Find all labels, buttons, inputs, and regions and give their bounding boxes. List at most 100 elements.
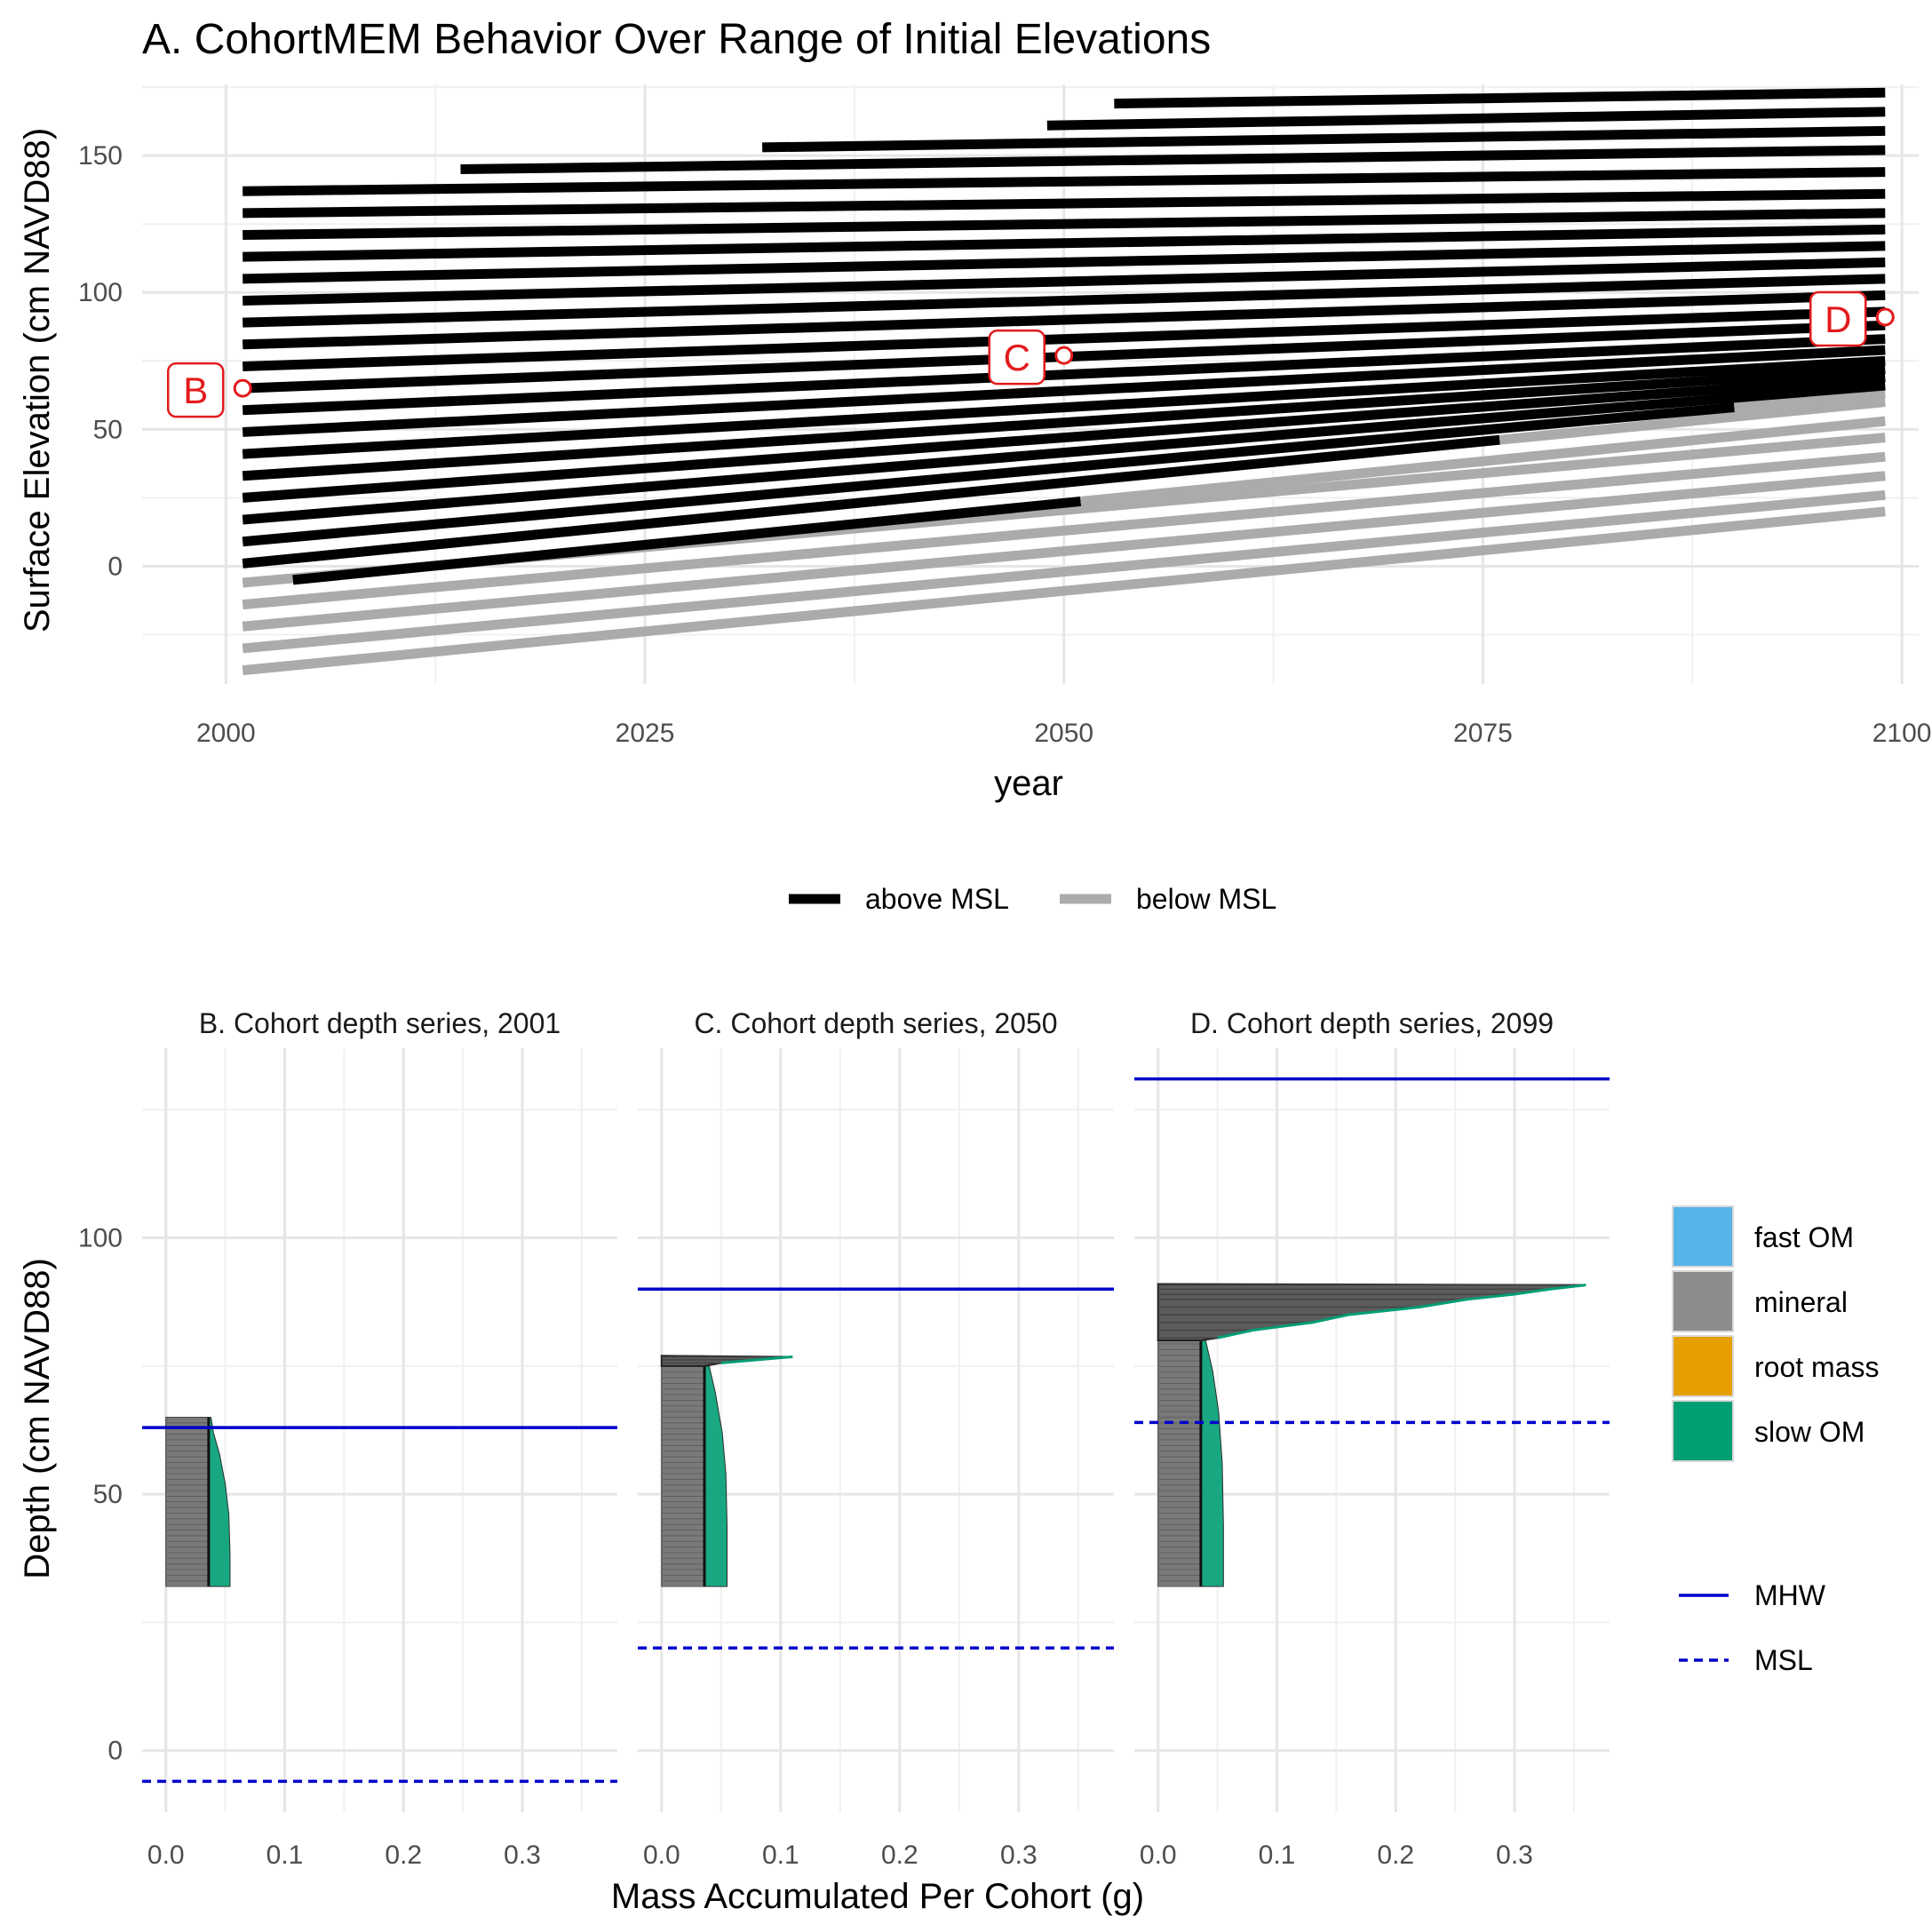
slow-om-edge: [720, 1355, 793, 1364]
x-tick-label: 2050: [1034, 719, 1093, 748]
y-tick-label: 150: [78, 141, 123, 171]
y-tick-label: 50: [93, 1480, 123, 1509]
x-tick-label: 0.3: [1000, 1841, 1038, 1870]
series-line-above: [242, 372, 1886, 503]
facet-y-axis-title: Depth (cm NAVD88): [18, 1258, 57, 1579]
annotation-marker: [1054, 346, 1074, 365]
series-line-below: [242, 471, 1886, 632]
series-line-below: [242, 489, 1886, 654]
x-tick-label: 2075: [1453, 719, 1513, 748]
y-tick-label: 0: [107, 552, 123, 581]
facet-panels: B. Cohort depth series, 2001 0.0 0.1 0.2 0.3…: [142, 1007, 1610, 1870]
facet-panel: C. Cohort depth series, 2050 0.0 0.1 0.2 0.3: [638, 1007, 1114, 1870]
series-line-above: [1046, 107, 1886, 131]
legend-label: fast OM: [1754, 1221, 1854, 1253]
line-legend: MHW MSL: [1679, 1579, 1826, 1676]
series-line-below: [1733, 388, 1886, 413]
series-line-above: [242, 334, 1886, 416]
legend-swatch-slow_om: [1672, 1400, 1734, 1462]
series-line-above: [242, 402, 1735, 547]
x-tick-label: 0.0: [643, 1841, 680, 1870]
facet-panel: D. Cohort depth series, 2099 0.0 0.1 0.2 0.3: [1134, 1007, 1610, 1870]
elevation-series: [242, 87, 1886, 676]
series-line-above: [242, 434, 1500, 568]
slow-om-area: [208, 1417, 231, 1587]
x-tick-label: 0.1: [1259, 1841, 1296, 1870]
x-axis-title: year: [994, 764, 1063, 803]
series-line-above: [242, 208, 1886, 241]
legend-label: slow OM: [1754, 1416, 1864, 1448]
x-tick-label: 0.0: [147, 1841, 185, 1870]
slow-om-edge: [1217, 1284, 1586, 1340]
facet-title: B. Cohort depth series, 2001: [199, 1007, 561, 1039]
series-line-above: [242, 274, 1886, 328]
series-line-below: [1080, 416, 1886, 506]
series-line-above: [460, 145, 1886, 175]
legend-swatch-mineral: [1672, 1270, 1734, 1332]
annotation-box: [988, 329, 1046, 386]
series-line-above: [242, 224, 1886, 262]
x-tick-label: 2025: [616, 719, 675, 748]
x-tick-label: 0.3: [1496, 1841, 1533, 1870]
facet-panel: B. Cohort depth series, 2001 0.0 0.1 0.2 0.3: [142, 1007, 617, 1870]
panel-a: A. CohortMEM Behavior Over Range of Init…: [18, 16, 1932, 803]
series-line-above: [242, 241, 1886, 284]
slow-om-area: [1200, 1340, 1224, 1587]
annotation-box: [1809, 290, 1867, 347]
legend-label: MHW: [1754, 1579, 1826, 1611]
x-tick-label: 0.3: [504, 1841, 541, 1870]
facet-y-tick-labels: 0 50 100: [78, 1224, 123, 1766]
legend-label: below MSL: [1136, 883, 1276, 915]
series-line-below: [242, 506, 1886, 676]
x-tick-label: 0.1: [266, 1841, 304, 1870]
series-line-above: [242, 188, 1886, 219]
series-line-above: [242, 364, 1886, 481]
series-line-above: [242, 167, 1886, 196]
x-tick-labels: 2000 2025 2050 2075 2100: [196, 719, 1932, 748]
legend-label: mineral: [1754, 1286, 1848, 1318]
series-line-above: [242, 380, 1886, 525]
facet-x-axis-title: Mass Accumulated Per Cohort (g): [611, 1877, 1144, 1916]
series-line-above: [242, 345, 1886, 437]
series-line-below: [242, 451, 1886, 610]
chart-title: A. CohortMEM Behavior Over Range of Init…: [142, 16, 1211, 63]
y-tick-labels: 0 50 100 150: [78, 141, 123, 581]
series-line-above: [242, 306, 1886, 371]
x-tick-label: 0.1: [762, 1841, 799, 1870]
facet-title: D. Cohort depth series, 2099: [1190, 1007, 1554, 1039]
series-line-above: [242, 257, 1886, 306]
y-tick-label: 100: [78, 1224, 123, 1253]
annotation-label: B: [183, 370, 208, 411]
x-tick-label: 2100: [1872, 719, 1932, 748]
legend-label: MSL: [1754, 1644, 1813, 1676]
annotations: B C D: [166, 290, 1895, 418]
y-tick-label: 50: [93, 415, 123, 444]
mineral-area: [661, 1355, 705, 1587]
x-tick-label: 0.2: [1377, 1841, 1414, 1870]
series-line-above: [762, 125, 1886, 153]
legend-swatch-root_mass: [1672, 1335, 1734, 1397]
series-line-above: [242, 355, 1886, 459]
annotation-marker: [1875, 307, 1895, 327]
legend-swatch-fast_om: [1672, 1205, 1734, 1268]
legend: above MSL below MSL: [789, 883, 1276, 915]
series-line-below: [1499, 397, 1886, 445]
series-line-above: [242, 290, 1886, 350]
x-tick-label: 0.2: [881, 1841, 918, 1870]
y-axis-title: Surface Elevation (cm NAVD88): [18, 128, 57, 632]
fill-legend: fast OM mineral root mass slow OM: [1672, 1205, 1879, 1462]
series-line-above: [292, 496, 1082, 585]
annotation-marker: [233, 378, 252, 398]
legend-label: above MSL: [865, 883, 1009, 915]
annotation-label: D: [1825, 298, 1851, 340]
series-line-above: [1114, 87, 1886, 109]
x-tick-label: 2000: [196, 719, 256, 748]
y-tick-label: 100: [78, 278, 123, 307]
facet-title: C. Cohort depth series, 2050: [694, 1007, 1057, 1039]
x-tick-label: 0.2: [385, 1841, 422, 1870]
slow-om-area: [704, 1365, 727, 1587]
x-tick-label: 0.0: [1140, 1841, 1177, 1870]
annotation-box: [166, 362, 225, 418]
legend-label: root mass: [1754, 1351, 1879, 1383]
